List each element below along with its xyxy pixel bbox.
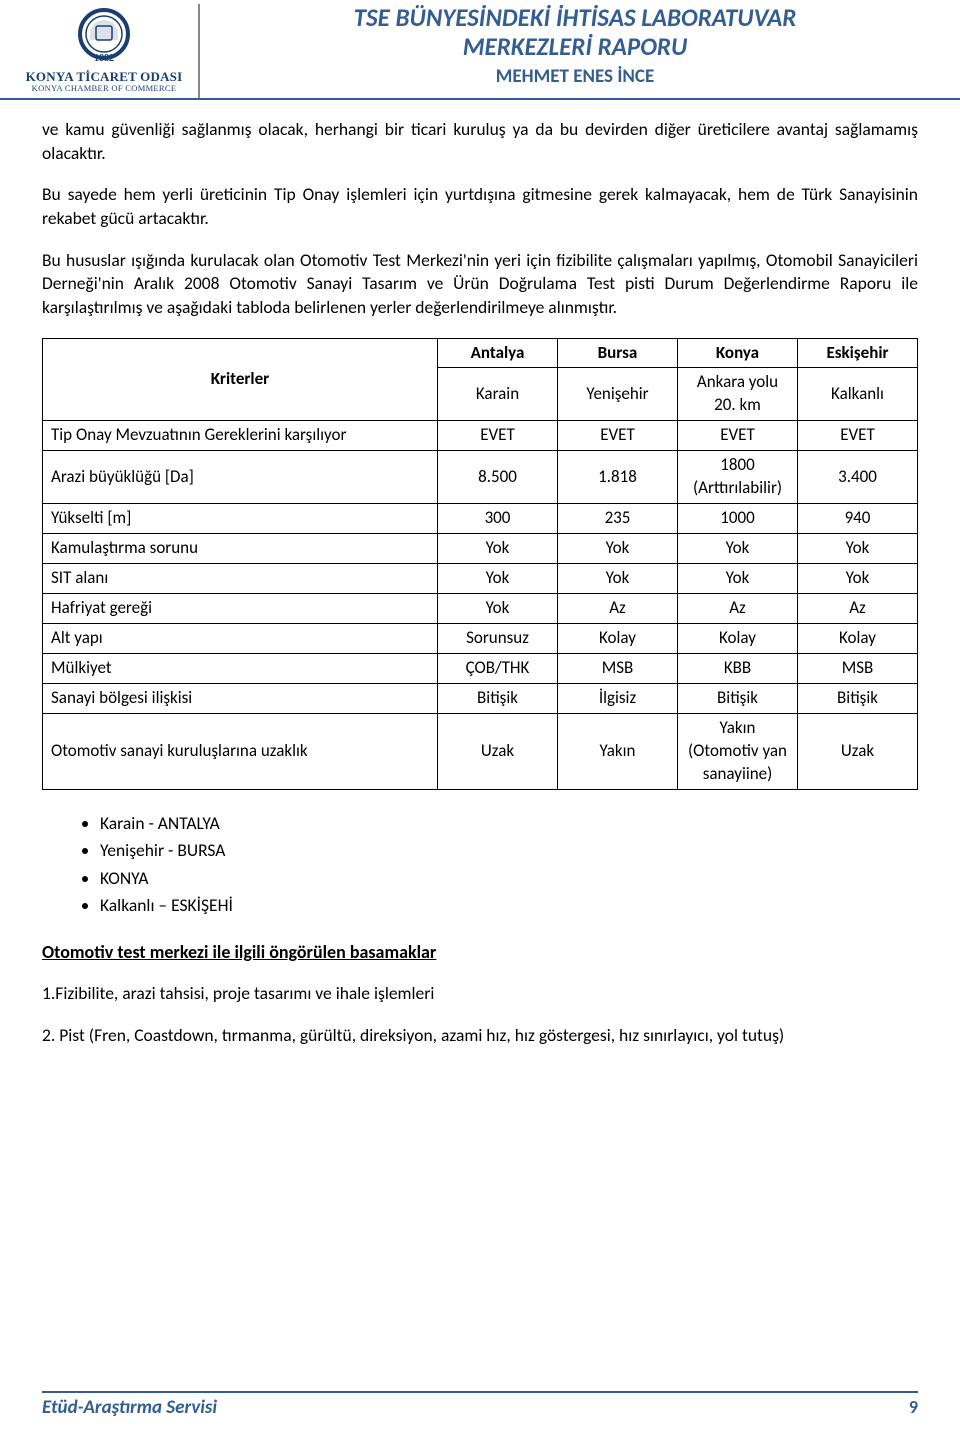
section-subheading: Otomotiv test merkezi ile ilgili öngörül… [42,940,918,964]
title-line-2: MERKEZLERİ RAPORU [463,31,688,62]
criteria-value: 1.818 [558,451,678,504]
criteria-value: 235 [558,504,678,534]
criteria-label: Otomotiv sanayi kuruluşlarına uzaklık [43,713,438,789]
table-row: Alt yapıSorunsuzKolayKolayKolay [43,623,918,653]
org-logo-block: 1882 KONYA TİCARET ODASI KONYA CHAMBER O… [10,4,200,98]
bullet-item: Karain - ANTALYA [100,812,918,836]
criteria-value: Kolay [678,623,798,653]
place-subheader: Karain [438,368,558,421]
table-row: Sanayi bölgesi ilişkisiBitişikİlgisizBit… [43,683,918,713]
criteria-value: Sorunsuz [438,623,558,653]
city-header: Eskişehir [798,338,918,368]
criteria-value: Az [558,593,678,623]
table-row: SIT alanıYokYokYokYok [43,564,918,594]
criteria-value: Yok [558,564,678,594]
criteria-value: Yok [558,534,678,564]
table-row: Yükselti [m]3002351000940 [43,504,918,534]
criteria-table: Kriterler Antalya Bursa Konya Eskişehir … [42,338,918,790]
criteria-value: ÇOB/THK [438,653,558,683]
org-seal-icon: 1882 [73,6,135,68]
criteria-value: Bitişik [438,683,558,713]
criteria-value: Yok [438,534,558,564]
criteria-value: Yok [798,564,918,594]
city-header: Bursa [558,338,678,368]
table-row: MülkiyetÇOB/THKMSBKBBMSB [43,653,918,683]
document-page: 1882 KONYA TİCARET ODASI KONYA CHAMBER O… [0,0,960,1447]
table-row: Arazi büyüklüğü [Da]8.5001.8181800 (Artt… [43,451,918,504]
criteria-value: 1800 (Arttırılabilir) [678,451,798,504]
table-row: Kamulaştırma sorunuYokYokYokYok [43,534,918,564]
location-bullet-list: Karain - ANTALYA Yenişehir - BURSA KONYA Ka… [100,812,918,919]
paragraph: ve kamu güvenliği sağlanmış olacak, herh… [42,118,918,165]
header-bar: 1882 KONYA TİCARET ODASI KONYA CHAMBER O… [0,0,960,100]
criteria-label: Arazi büyüklüğü [Da] [43,451,438,504]
svg-text:1882: 1882 [94,53,114,64]
criteria-value: KBB [678,653,798,683]
place-subheader: Ankara yolu 20. km [678,368,798,421]
bullet-item: Yenişehir - BURSA [100,839,918,863]
org-name-en: KONYA CHAMBER OF COMMERCE [18,84,190,93]
bullet-item: Kalkanlı – ESKİŞEHİ [100,894,918,918]
criteria-value: Yakın (Otomotiv yan sanayiine) [678,713,798,789]
criteria-label: Tip Onay Mevzuatının Gereklerini karşılı… [43,421,438,451]
title-line-1: TSE BÜNYESİNDEKİ İHTİSAS LABORATUVAR [354,2,797,33]
criteria-value: 8.500 [438,451,558,504]
criteria-value: 3.400 [798,451,918,504]
criteria-label: Yükselti [m] [43,504,438,534]
title-block: TSE BÜNYESİNDEKİ İHTİSAS LABORATUVAR MER… [200,4,950,93]
criteria-value: Kolay [798,623,918,653]
criteria-value: Uzak [798,713,918,789]
criteria-value: Yok [438,593,558,623]
org-name: KONYA TİCARET ODASI [18,70,190,84]
criteria-label: Alt yapı [43,623,438,653]
criteria-value: EVET [438,421,558,451]
table-row: Otomotiv sanayi kuruluşlarına uzaklıkUza… [43,713,918,789]
table-body: Tip Onay Mevzuatının Gereklerini karşılı… [43,421,918,789]
body-content: ve kamu güvenliği sağlanmış olacak, herh… [0,100,960,1047]
criteria-label: SIT alanı [43,564,438,594]
criteria-value: Yok [678,534,798,564]
criteria-label: Kamulaştırma sorunu [43,534,438,564]
criteria-value: Bitişik [798,683,918,713]
criteria-value: Az [798,593,918,623]
report-title: TSE BÜNYESİNDEKİ İHTİSAS LABORATUVAR MER… [208,4,942,62]
criteria-label: Hafriyat gereği [43,593,438,623]
footer-service-label: Etüd-Araştırma Servisi [42,1395,217,1421]
criteria-value: Az [678,593,798,623]
criteria-value: 1000 [678,504,798,534]
criteria-value: İlgisiz [558,683,678,713]
step-item: 1.Fizibilite, arazi tahsisi, proje tasar… [42,982,918,1006]
table-row: Tip Onay Mevzuatının Gereklerini karşılı… [43,421,918,451]
criteria-value: Yok [798,534,918,564]
criteria-value: 940 [798,504,918,534]
city-header: Konya [678,338,798,368]
place-subheader: Yenişehir [558,368,678,421]
criteria-value: EVET [558,421,678,451]
place-subheader: Kalkanlı [798,368,918,421]
criteria-value: Yok [438,564,558,594]
criteria-value: Uzak [438,713,558,789]
paragraph: Bu hususlar ışığında kurulacak olan Otom… [42,249,918,320]
city-header: Antalya [438,338,558,368]
bullet-item: KONYA [100,867,918,891]
step-item: 2. Pist (Fren, Coastdown, tırmanma, gürü… [42,1024,918,1048]
table-header-row: Kriterler Antalya Bursa Konya Eskişehir [43,338,918,368]
paragraph: Bu sayede hem yerli üreticinin Tip Onay … [42,183,918,230]
criteria-value: Yok [678,564,798,594]
criteria-value: EVET [678,421,798,451]
footer-page-number: 9 [909,1395,918,1419]
criteria-label: Mülkiyet [43,653,438,683]
criteria-value: Bitişik [678,683,798,713]
criteria-value: Yakın [558,713,678,789]
table-corner-header: Kriterler [43,338,438,421]
criteria-value: EVET [798,421,918,451]
criteria-value: Kolay [558,623,678,653]
criteria-value: 300 [438,504,558,534]
criteria-label: Sanayi bölgesi ilişkisi [43,683,438,713]
report-author: MEHMET ENES İNCE [208,64,942,90]
table-row: Hafriyat gereğiYokAzAzAz [43,593,918,623]
criteria-value: MSB [798,653,918,683]
page-footer: Etüd-Araştırma Servisi 9 [42,1391,918,1421]
criteria-value: MSB [558,653,678,683]
